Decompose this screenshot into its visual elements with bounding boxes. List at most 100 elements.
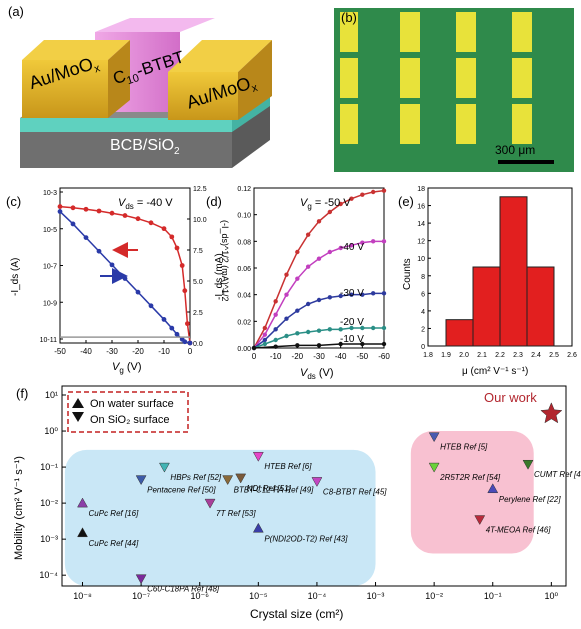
y-tick-label-left: 10-7 [43, 264, 57, 271]
electrode-pad [456, 104, 476, 144]
data-marker [522, 459, 534, 470]
our-work-label: Our work [484, 390, 537, 405]
curve-label-20: -20 V [340, 317, 364, 328]
plot-f-xlabel: Crystal size (cm²) [250, 607, 343, 621]
x-tick-label: 10⁻⁸ [73, 591, 92, 601]
y-tick-label-right: 10.0 [193, 217, 207, 224]
data-point [370, 239, 376, 244]
point-label: HBPs Ref [52] [170, 473, 221, 482]
data-point [187, 340, 193, 346]
plot-f-regions [64, 431, 534, 587]
x-tick-label: 10⁻⁶ [190, 591, 209, 601]
x-tick-label: -40 [80, 347, 92, 356]
plot-f-frame [61, 385, 567, 587]
x-tick-label: 0 [252, 352, 257, 361]
x-tick-label: 10⁰ [545, 591, 559, 601]
point-label: P(NDI2OD-T2) Ref [43] [264, 534, 348, 543]
data-point [327, 249, 333, 255]
data-marker [77, 497, 88, 508]
data-point [262, 332, 268, 337]
y-tick-label: 14 [417, 221, 425, 228]
histogram-bar [526, 266, 555, 347]
panel-e: (e) 1.8 1.9 2.0 2.1 2.2 2.3 2.4 2.5 2.6181614121… [398, 186, 577, 377]
x-tick-label: 10⁻⁵ [249, 591, 268, 601]
electrode-pad [512, 58, 532, 98]
y-tick-label: 10⁻³ [40, 534, 58, 544]
y-tick-label-right: 12.5 [193, 186, 207, 193]
data-point [148, 303, 154, 309]
data-point [349, 292, 354, 297]
data-point [327, 209, 333, 215]
data-point [185, 321, 190, 327]
electrode-pad [456, 58, 476, 98]
data-marker [135, 574, 147, 585]
x-tick-label: 1.8 [423, 352, 433, 359]
plot-d-annotation: Vg = -50 V [300, 197, 351, 211]
data-point [381, 325, 387, 331]
data-point [262, 341, 268, 347]
histogram-bar [472, 266, 501, 347]
x-tick-label: 10⁻¹ [484, 591, 502, 601]
panel-c-label: (c) [6, 194, 21, 209]
point-label: CUMT Ref [47] [534, 470, 581, 479]
panel-d-label: (d) [206, 194, 222, 209]
x-tick-label: 2.6 [567, 352, 577, 359]
electrode-pad [340, 12, 358, 52]
point-label: C8-BTBT Ref [45] [323, 487, 387, 496]
plot-c-ylabel-left: -I_ds (A) [10, 258, 21, 296]
y-tick-label-right: 0.0 [193, 341, 203, 348]
data-marker [428, 432, 440, 443]
legend-down-icon [72, 412, 84, 422]
y-tick-label-right: 5.0 [193, 279, 203, 286]
panel-c: (c) -50 -40 -30 -20 -10 0 10-3 10-5 10-7 10-9 10-1… [6, 186, 230, 375]
data-point [381, 291, 387, 296]
data-point [273, 327, 278, 332]
data-point [169, 325, 175, 331]
x-tick-label: -20 [292, 352, 304, 361]
data-point [284, 272, 289, 277]
data-marker [487, 483, 499, 494]
electrode-pad [400, 104, 420, 144]
point-label: HTEB Ref [6] [264, 462, 312, 471]
y-tick-label-left: 10-11 [40, 337, 57, 344]
y-tick-label: 6 [421, 291, 425, 298]
data-point [360, 325, 365, 331]
data-point [349, 196, 354, 201]
x-tick-label: -10 [158, 347, 170, 356]
data-point [295, 343, 300, 348]
electrode-pad [400, 12, 420, 52]
data-point [251, 345, 257, 351]
legend-up-icon [72, 398, 84, 408]
curve-label-30: -30 V [340, 288, 364, 299]
y-tick-label: 0 [421, 344, 425, 351]
data-point [316, 256, 322, 261]
data-point [273, 337, 278, 343]
data-point [83, 206, 89, 212]
data-point [284, 292, 289, 297]
plot-d-axes: 0 -10 -20 -30 -40 -50 -60 0.12 0.10 0.08 0.06 0.04 0… [237, 186, 390, 361]
data-point [305, 264, 311, 269]
data-marker [135, 475, 147, 486]
point-label: Pentacene Ref [50] [147, 486, 216, 495]
data-marker [235, 473, 247, 484]
data-point [70, 205, 76, 211]
data-point [295, 276, 300, 281]
plot-e-xlabel: μ (cm² V⁻¹ s⁻¹) [462, 366, 528, 377]
point-label: 7T Ref [53] [216, 509, 256, 518]
data-point [370, 325, 376, 331]
data-point [360, 192, 365, 197]
data-point [305, 301, 311, 307]
data-point [305, 232, 311, 237]
legend-water: On water surface [90, 398, 174, 410]
data-point [57, 204, 63, 209]
scale-bar [498, 160, 554, 164]
data-point [360, 240, 365, 245]
data-point [316, 297, 322, 303]
x-tick-label: 10⁻² [425, 591, 443, 601]
data-point [135, 216, 141, 222]
point-label: C60-C18PA Ref [48] [147, 585, 220, 594]
x-tick-label: -60 [378, 352, 390, 361]
plot-c-data [57, 204, 193, 346]
x-tick-label: 1.9 [441, 352, 451, 359]
data-point [338, 293, 343, 299]
